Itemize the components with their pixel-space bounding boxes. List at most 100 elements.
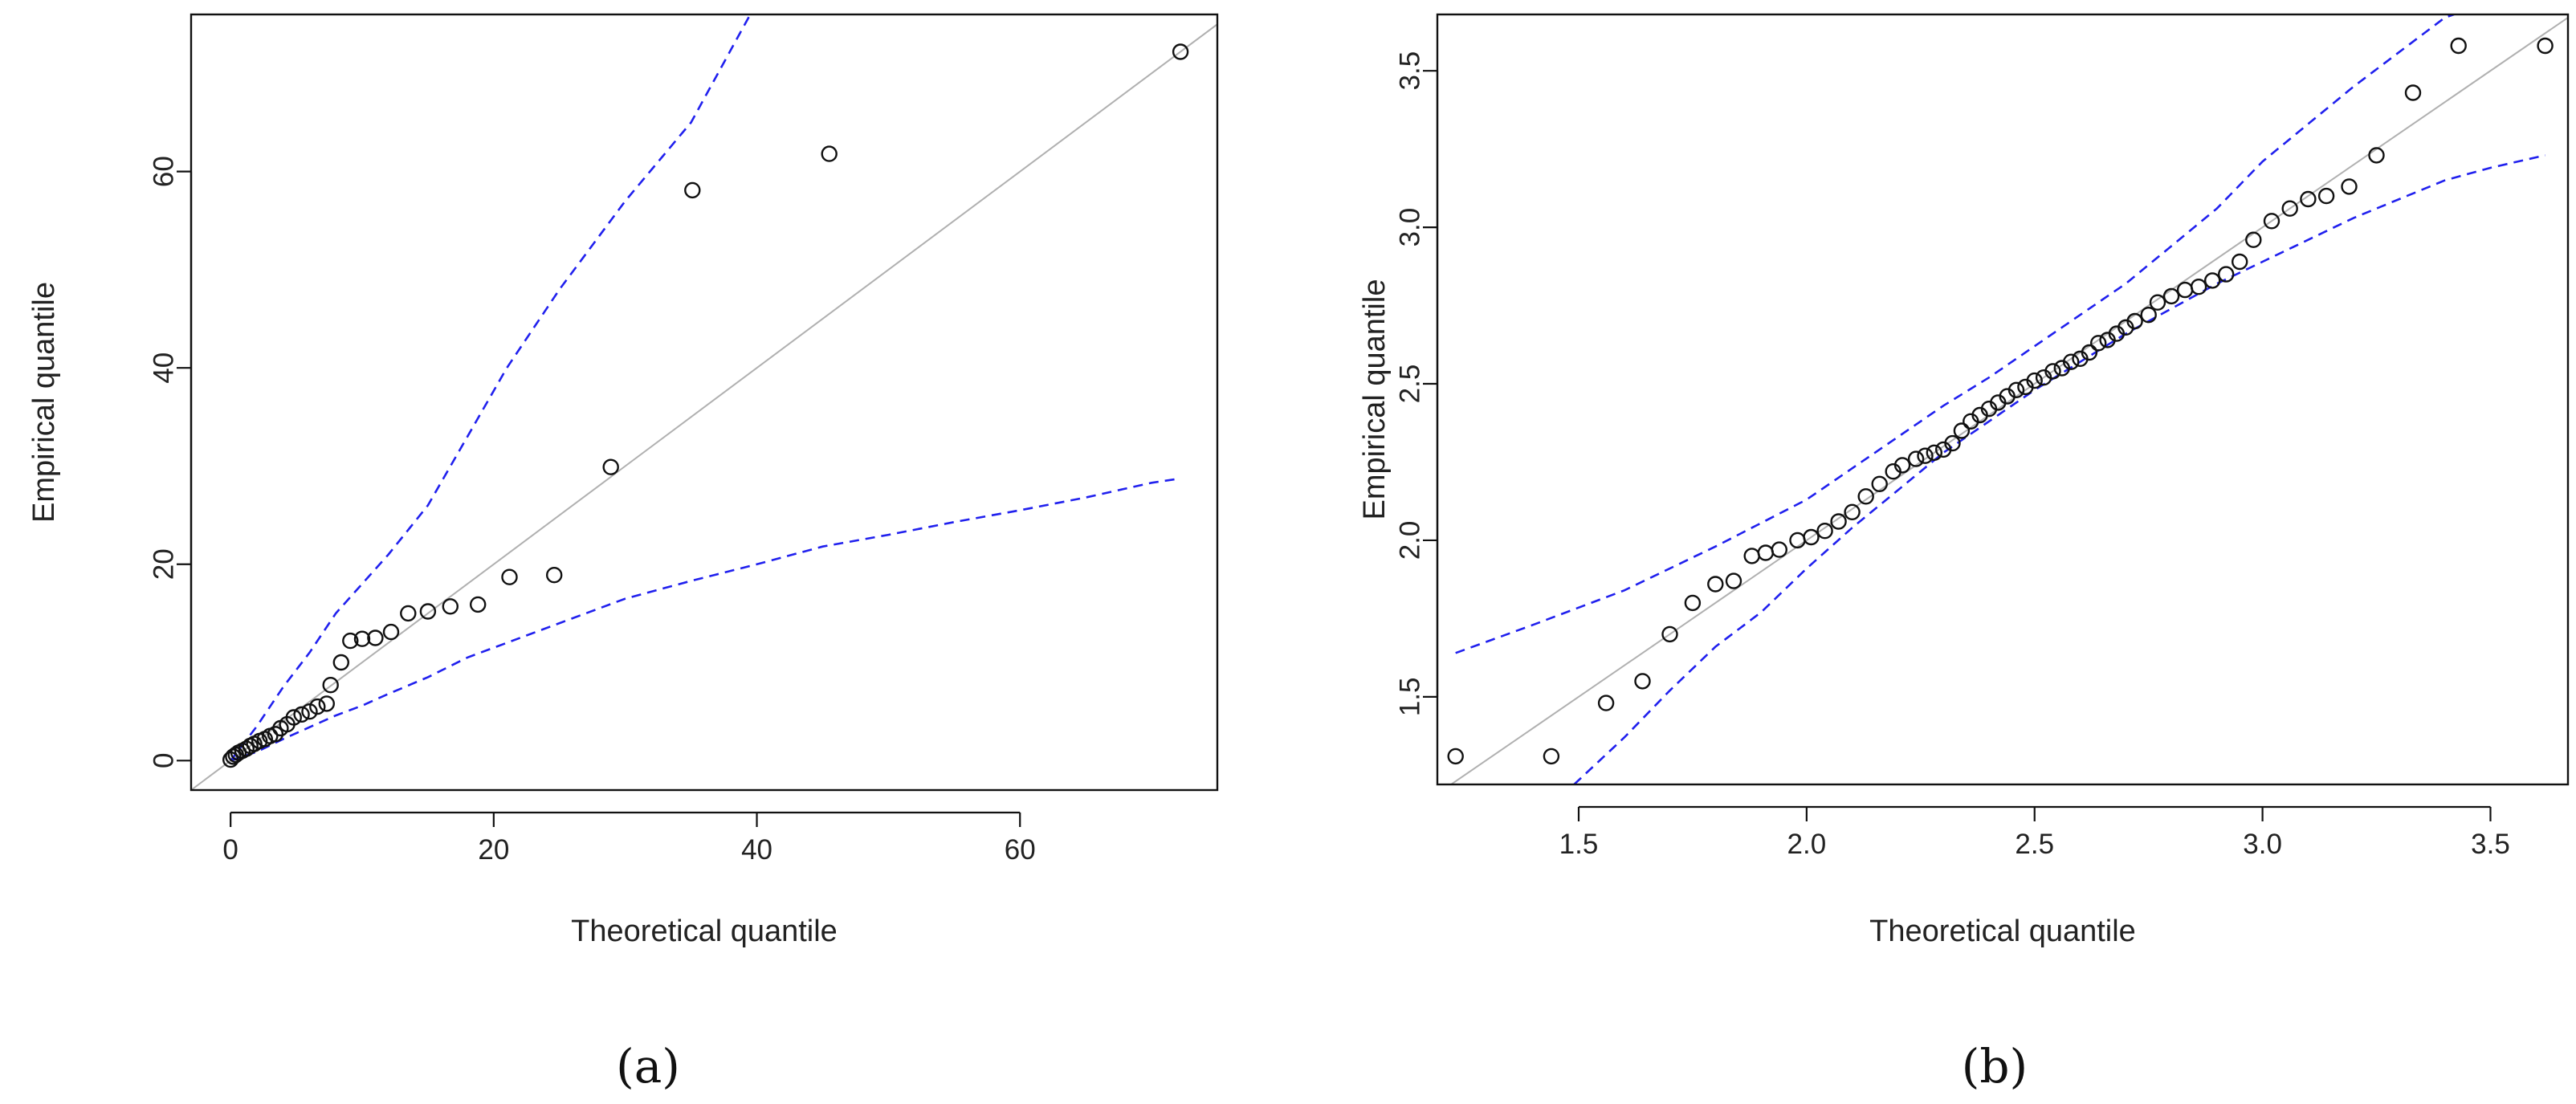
data-point	[1597, 695, 1615, 711]
data-point	[2217, 266, 2235, 283]
reference-line	[191, 23, 1217, 790]
y-tick-label: 20	[149, 548, 180, 580]
data-point	[1634, 673, 1651, 690]
data-point	[602, 458, 619, 475]
plot-area	[191, 14, 1217, 790]
lower-band-line	[1573, 154, 2545, 784]
upper-band-line	[230, 14, 752, 762]
plot-frame	[190, 13, 1219, 792]
data-point	[1725, 572, 1742, 589]
data-point	[301, 703, 318, 720]
x-axis-title: Theoretical quantile	[1869, 915, 2136, 948]
y-tick-label: 40	[149, 352, 180, 384]
data-point	[2404, 84, 2422, 101]
data-point	[419, 603, 437, 620]
data-point	[1707, 576, 1724, 593]
data-point	[382, 623, 400, 641]
data-point	[1926, 444, 1943, 461]
data-point	[1757, 544, 1775, 561]
data-point	[2368, 147, 2385, 164]
data-point	[238, 740, 255, 757]
reference-line	[1449, 17, 2568, 784]
data-point	[1893, 457, 1911, 474]
y-tick-label: 0	[149, 753, 180, 768]
data-point	[684, 181, 701, 199]
data-point	[1543, 748, 1560, 765]
panel-b: 1.5 2.0 2.5 3.0 3.5 1.5 2.0 2.5 3.0 3.5 Theoretica…	[1358, 13, 2570, 1094]
data-point	[309, 698, 326, 715]
data-point	[442, 598, 459, 615]
upper-band-line	[1455, 14, 2455, 654]
data-point	[332, 654, 349, 671]
data-point	[2300, 190, 2317, 208]
data-point	[1771, 541, 1788, 558]
data-point	[2341, 178, 2358, 195]
data-point	[1917, 447, 1934, 464]
data-point	[1816, 523, 1833, 540]
y-tick-label: 3.5	[1395, 51, 1426, 91]
panel-a: 0 20 40 60 0 20 40 60 Theoretical quantile Empiri…	[27, 13, 1219, 1094]
data-point	[546, 567, 563, 584]
data-point	[285, 709, 302, 726]
y-axis: 0 20 40 60	[149, 156, 193, 768]
data-point	[2026, 372, 2043, 389]
data-point	[1871, 475, 1888, 492]
data-point	[267, 726, 284, 743]
y-tick-label: 2.0	[1395, 521, 1426, 560]
data-point	[1907, 450, 1925, 467]
x-axis: 1.5 2.0 2.5 3.0 3.5	[1559, 805, 2510, 860]
data-point	[367, 629, 384, 646]
data-point	[225, 748, 242, 765]
data-point	[1172, 43, 1189, 60]
y-axis-title: Empirical quantile	[27, 282, 61, 523]
x-tick-label: 1.5	[1559, 829, 1599, 860]
data-point	[2245, 231, 2262, 248]
x-axis: 0 20 40 60	[222, 811, 1036, 866]
data-point	[2126, 312, 2143, 330]
data-point	[342, 632, 359, 650]
data-point	[293, 706, 310, 723]
data-point	[1684, 594, 1702, 612]
data-point	[2062, 353, 2080, 370]
data-point	[1789, 532, 1806, 549]
data-point	[1661, 625, 1678, 643]
x-tick-label: 3.5	[2471, 829, 2510, 860]
data-point	[2231, 253, 2248, 271]
plot-area	[1447, 14, 2568, 784]
data-point	[2450, 37, 2467, 55]
data-point	[1844, 503, 1861, 520]
data-point	[1447, 748, 1464, 765]
x-axis-title: Theoretical quantile	[571, 915, 838, 948]
panel-caption: (b)	[1962, 1039, 2028, 1094]
data-point	[2537, 37, 2554, 55]
data-point	[2007, 381, 2025, 398]
data-point	[2281, 200, 2298, 217]
x-tick-label: 3.0	[2243, 829, 2282, 860]
data-point	[470, 596, 487, 613]
x-tick-label: 60	[1005, 834, 1036, 866]
data-point	[2140, 307, 2157, 324]
data-point	[2176, 281, 2194, 299]
x-tick-label: 0	[222, 834, 238, 866]
data-point	[2044, 363, 2061, 380]
data-point	[353, 630, 371, 647]
y-axis: 1.5 2.0 2.5 3.0 3.5	[1395, 51, 1439, 716]
data-point	[318, 695, 335, 712]
plot-frame	[1436, 13, 2570, 786]
data-point	[2190, 279, 2207, 295]
x-tick-label: 2.5	[2015, 829, 2054, 860]
data-point	[1944, 434, 1961, 452]
y-tick-label: 60	[149, 156, 180, 187]
x-tick-label: 40	[741, 834, 772, 866]
data-point	[2081, 344, 2098, 361]
x-tick-label: 20	[478, 834, 509, 866]
data-point	[2089, 335, 2107, 352]
data-point	[501, 568, 518, 585]
data-point	[400, 605, 417, 622]
data-points	[222, 43, 1189, 768]
data-point	[322, 677, 339, 694]
data-points	[1447, 37, 2554, 765]
data-point	[2263, 213, 2280, 230]
